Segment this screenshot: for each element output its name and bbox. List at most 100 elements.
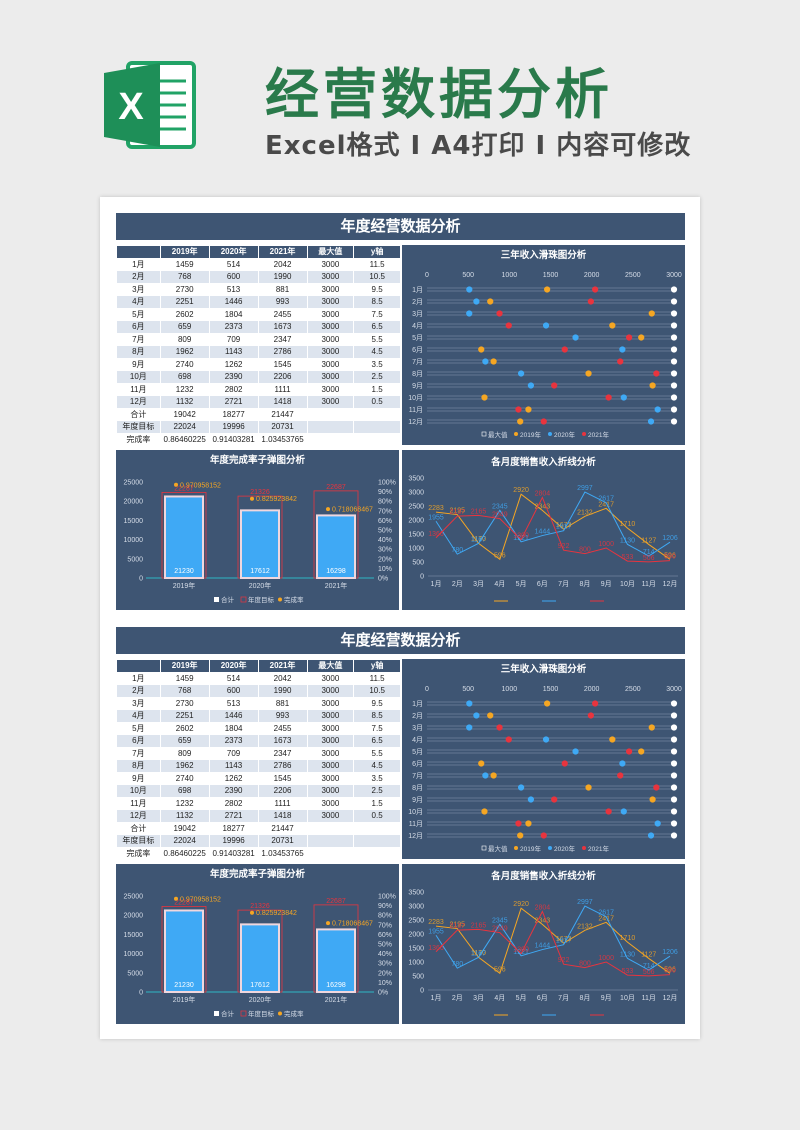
data-label: 550 xyxy=(664,554,676,561)
x-tick-label: 8月 xyxy=(579,994,590,1002)
row-label: 3月 xyxy=(116,282,161,296)
dot-max xyxy=(670,700,678,707)
y2-tick-label: 70% xyxy=(378,508,392,515)
total-bar xyxy=(316,928,356,993)
data-label: 2417 xyxy=(598,501,614,508)
table-cell: 3000 xyxy=(306,671,355,685)
data-label: 506 xyxy=(643,555,655,562)
data-label: 2195 xyxy=(449,922,465,929)
dot-2019 xyxy=(585,370,592,377)
data-label: 1300 xyxy=(513,533,529,540)
month-label: 5月 xyxy=(412,334,423,342)
month-label: 9月 xyxy=(412,796,423,804)
y-tick-label: 25000 xyxy=(124,894,144,901)
table-cell xyxy=(353,432,401,446)
x-tick-label: 6月 xyxy=(537,994,548,1002)
table-cell: 514 xyxy=(208,671,259,685)
table-cell: 514 xyxy=(208,257,259,271)
dot-2019 xyxy=(481,808,488,815)
dot-max xyxy=(670,418,678,425)
table-cell: 1132 xyxy=(159,395,210,409)
table-cell: 2802 xyxy=(208,382,259,396)
table-cell: 709 xyxy=(208,332,259,346)
table-cell: 1804 xyxy=(208,721,259,735)
dot-2019 xyxy=(481,394,488,401)
x-tick-label: 2500 xyxy=(625,686,641,693)
x-tick-label: 9月 xyxy=(601,580,612,588)
y-tick-label: 1500 xyxy=(408,946,424,953)
table-cell: 18277 xyxy=(208,407,259,421)
x-tick-label: 2021年 xyxy=(325,581,348,590)
table-cell: 3000 xyxy=(306,295,355,309)
dot-max xyxy=(670,286,678,293)
column-header xyxy=(116,659,161,673)
dot-2020 xyxy=(518,370,525,377)
table-cell: 1111 xyxy=(257,796,308,810)
dot-max xyxy=(670,820,678,827)
y2-tick-label: 10% xyxy=(378,980,392,987)
table-cell xyxy=(306,834,355,848)
y-tick-label: 10000 xyxy=(124,951,144,958)
data-label: 2997 xyxy=(577,485,593,492)
x-tick-label: 2000 xyxy=(584,272,600,279)
dot-2019 xyxy=(638,748,645,755)
y-tick-label: 25000 xyxy=(124,480,144,487)
data-label: 800 xyxy=(579,547,591,554)
y2-tick-label: 100% xyxy=(378,894,396,901)
legend-label: 年度目标 xyxy=(248,595,275,604)
rate-dot xyxy=(250,910,254,915)
legend-marker xyxy=(278,597,282,602)
table-cell xyxy=(353,420,401,434)
x-tick-label: 2000 xyxy=(584,686,600,693)
dot-2021 xyxy=(626,748,633,755)
column-header: 2021年 xyxy=(257,245,308,259)
data-table: 2019年 2020年 2021年 最大值 y轴 1月 1459 514 2042 3000 11.… xyxy=(116,245,401,446)
table-row: 5月 2602 1804 2455 3000 7.5 xyxy=(116,307,401,321)
data-label: 780 xyxy=(451,547,463,554)
table-row: 6月 659 2373 1673 3000 6.5 xyxy=(116,734,401,748)
excel-icon: X xyxy=(104,61,196,149)
data-label: 2137 xyxy=(449,509,465,516)
dot-2019 xyxy=(649,796,656,803)
table-cell xyxy=(306,846,355,860)
table-cell: 709 xyxy=(208,746,259,760)
series-line xyxy=(435,907,671,975)
table-cell: 1962 xyxy=(159,759,210,773)
legend-label: 2020年 xyxy=(554,430,575,439)
table-row: 11月 1232 2802 1111 3000 1.5 xyxy=(116,796,401,810)
dot-2019 xyxy=(638,334,645,341)
y2-tick-label: 40% xyxy=(378,951,392,958)
table-cell: 22024 xyxy=(159,420,210,434)
data-label: 1167 xyxy=(471,950,486,957)
month-label: 4月 xyxy=(412,736,423,744)
series-line xyxy=(435,905,671,971)
y2-tick-label: 90% xyxy=(378,489,392,496)
row-label: 4月 xyxy=(116,295,161,309)
dot-2020 xyxy=(647,832,655,839)
data-label: 1617 xyxy=(556,524,572,531)
table-cell: 698 xyxy=(159,784,210,798)
month-label: 3月 xyxy=(412,724,423,732)
dot-2020 xyxy=(620,394,627,401)
table-cell: 3000 xyxy=(306,382,355,396)
table-cell: 19996 xyxy=(208,420,259,434)
dot-max xyxy=(670,322,678,329)
table-cell: 2730 xyxy=(159,282,210,296)
table-row: 9月 2740 1262 1545 3000 3.5 xyxy=(116,771,401,785)
dot-2019 xyxy=(544,700,551,707)
total-label: 17612 xyxy=(250,982,270,989)
target-label: 22687 xyxy=(326,484,346,491)
dot-max xyxy=(670,748,678,755)
row-label: 5月 xyxy=(116,721,161,735)
data-label: 1206 xyxy=(662,535,678,542)
data-label: 1170 xyxy=(471,950,486,957)
data-label: 533 xyxy=(622,968,634,975)
table-cell: 2455 xyxy=(257,721,308,735)
table-cell: 1990 xyxy=(257,684,308,698)
table-cell: 22024 xyxy=(159,834,210,848)
bullet-chart-panel: 年度完成率子弹图分析 0 5000 10000 15000 20000 25000 0% 10%… xyxy=(116,864,399,1024)
dot-max xyxy=(670,394,678,401)
dumbbell-chart: 三年收入滑珠图分析 0 500 1000 1500 2000 2500 3000 1月 2月 3月 4… xyxy=(408,249,682,439)
table-cell: 1262 xyxy=(208,771,259,785)
x-tick-label: 4月 xyxy=(494,580,505,588)
